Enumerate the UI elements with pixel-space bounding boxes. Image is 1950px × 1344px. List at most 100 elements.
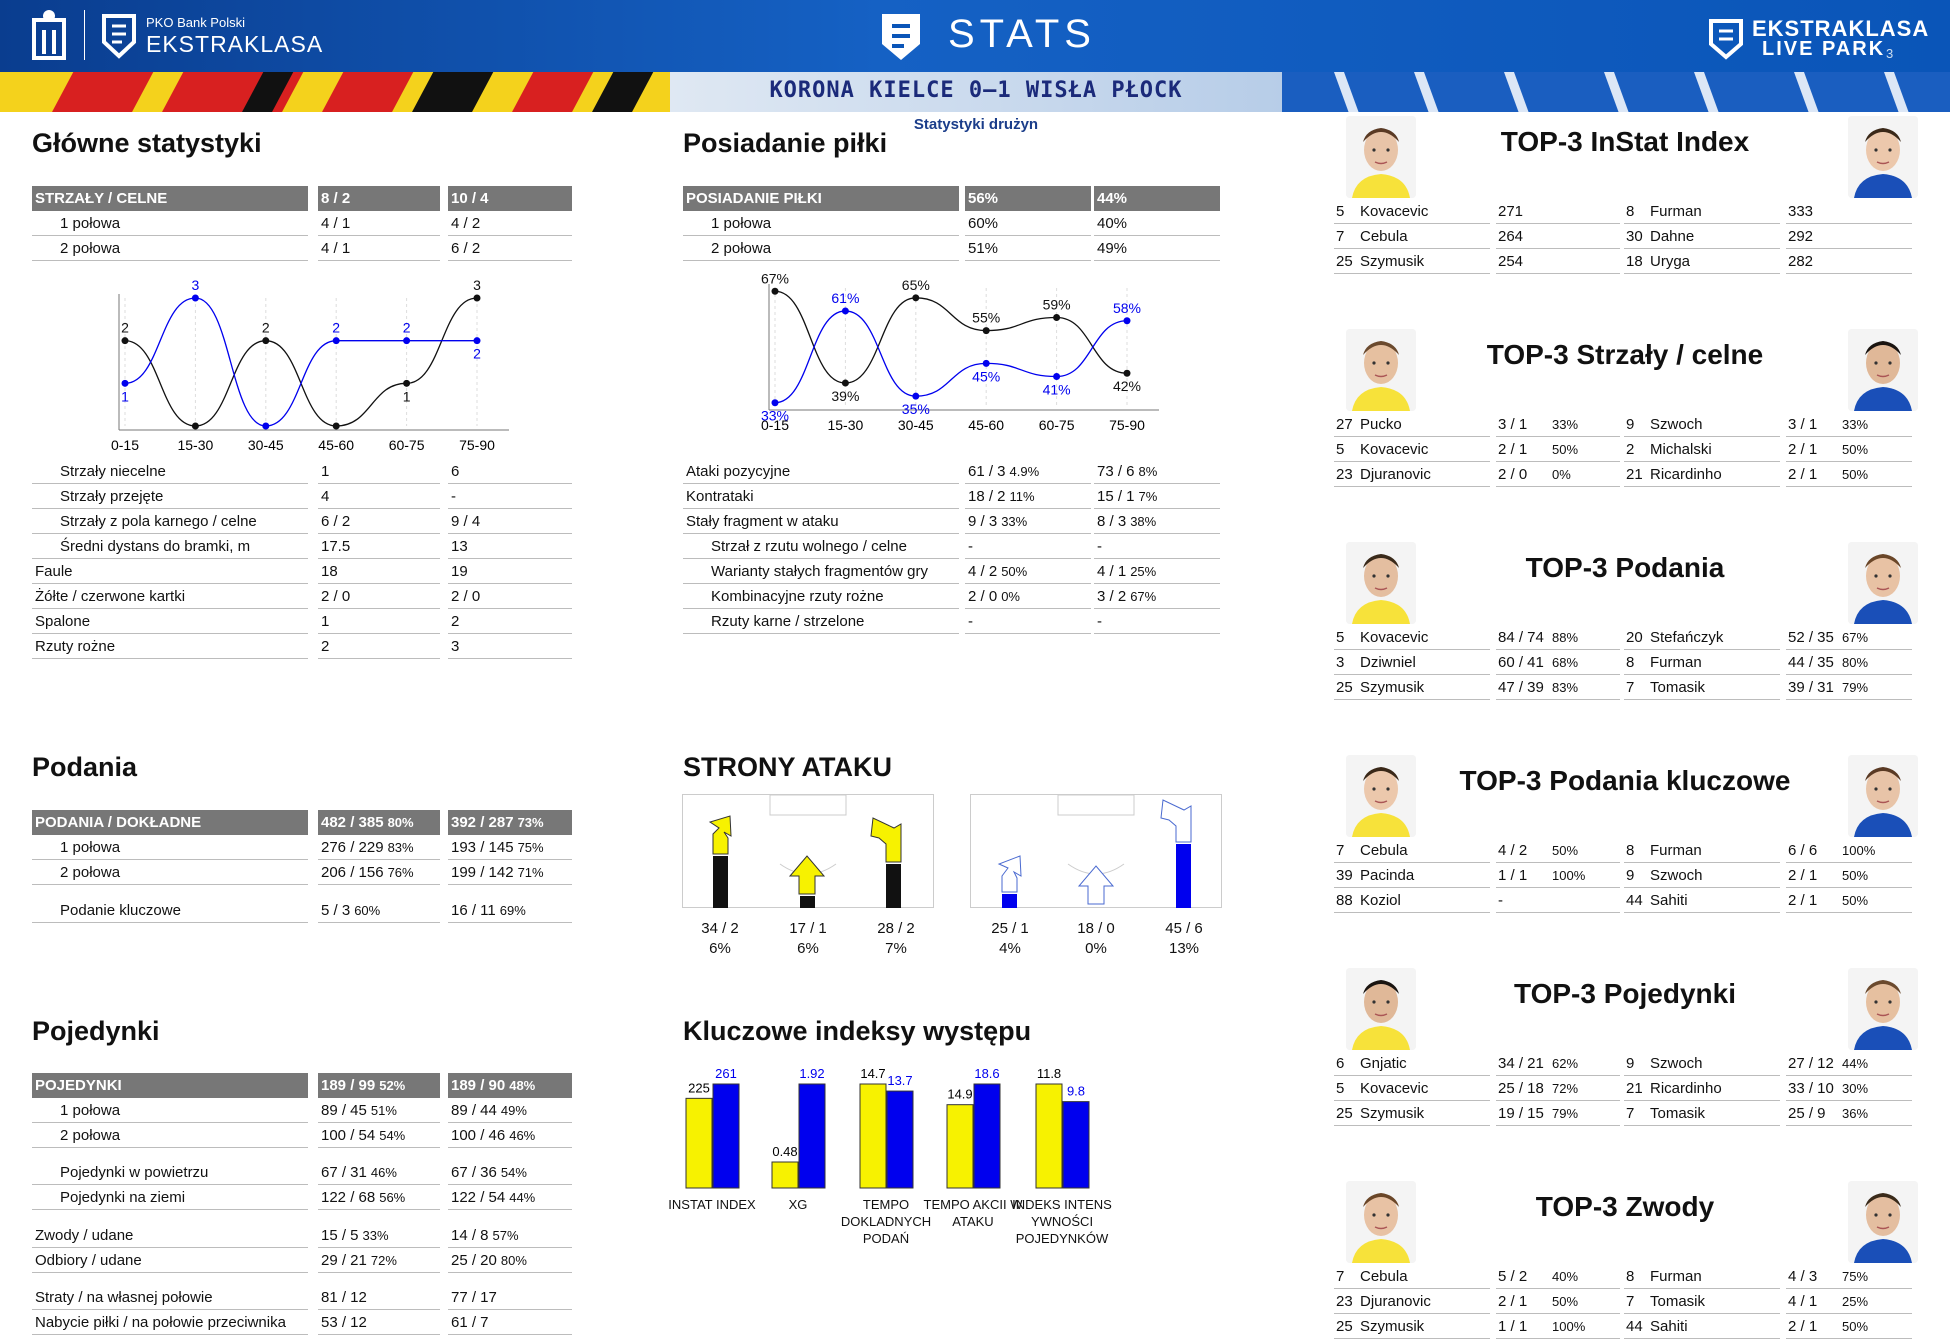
data-label: 65% bbox=[902, 277, 930, 293]
x-tick-label: 30-45 bbox=[248, 437, 284, 450]
stat-cell: Pojedynki w powietrzu bbox=[32, 1160, 308, 1185]
player-stat: 3 / 1 bbox=[1498, 416, 1528, 433]
right-sub: LIVE PARK bbox=[1762, 38, 1886, 60]
player-stat: 2 / 1 bbox=[1788, 466, 1818, 483]
stat-value: 189 / 90 bbox=[451, 1077, 506, 1094]
player-stat: 27 / 12 bbox=[1788, 1055, 1834, 1072]
data-label: 41% bbox=[1043, 382, 1071, 398]
stat-cell: Kombinacyjne rzuty rożne bbox=[683, 584, 959, 609]
data-label: 2 bbox=[121, 320, 129, 336]
stat-value: 122 / 54 bbox=[451, 1189, 506, 1206]
stat-value: 67 / 31 bbox=[321, 1164, 367, 1181]
top-player-cell: 8 Furman bbox=[1624, 651, 1780, 675]
home-bar-label: 14.9 bbox=[947, 1087, 972, 1102]
top-player-row: 5 Kovacevic 2 / 1 50% 2 Michalski 2 / 1 50% bbox=[1334, 438, 1914, 463]
player-stat-percent: 67% bbox=[1842, 630, 1869, 645]
player-stat-percent: 50% bbox=[1552, 843, 1579, 858]
series-point bbox=[473, 294, 481, 302]
top-player-cell: 7 Cebula bbox=[1334, 839, 1490, 863]
duels-title: Pojedynki bbox=[32, 1016, 160, 1046]
player-name: Cebula bbox=[1360, 1268, 1408, 1285]
home-bar bbox=[771, 1161, 799, 1189]
stat-cell: - bbox=[1094, 609, 1220, 634]
top-player-cell: 3 / 1 33% bbox=[1496, 413, 1620, 437]
player-number: 9 bbox=[1626, 1055, 1635, 1072]
player-number: 25 bbox=[1336, 679, 1353, 696]
stat-percent: 48% bbox=[509, 1078, 536, 1093]
player-stat-percent: 0% bbox=[1552, 467, 1571, 482]
top-player-cell: 7 Cebula bbox=[1334, 1265, 1490, 1289]
data-label: 3 bbox=[192, 277, 200, 293]
top-player-cell: 25 Szymusik bbox=[1334, 1102, 1490, 1126]
top-player-row: 7 Cebula 264 30 Dahne 292 bbox=[1334, 225, 1914, 250]
player-name: Gnjatic bbox=[1360, 1055, 1407, 1072]
stat-cell: Nabycie piłki / na połowie przeciwnika bbox=[32, 1310, 308, 1335]
top-player-cell: 25 Szymusik bbox=[1334, 1315, 1490, 1339]
attack-percent: 0% bbox=[1085, 940, 1107, 957]
stat-value: 276 / 229 bbox=[321, 839, 384, 856]
player-name: Sahiti bbox=[1650, 892, 1688, 909]
series-point bbox=[1123, 317, 1131, 325]
stat-percent: 73% bbox=[517, 815, 544, 830]
stat-percent: 44% bbox=[509, 1190, 536, 1205]
player-number: 5 bbox=[1336, 203, 1345, 220]
player-stat: 47 / 39 bbox=[1498, 679, 1544, 696]
stat-value: 81 / 12 bbox=[321, 1289, 367, 1306]
stat-cell: 2 połowa bbox=[683, 236, 959, 261]
stat-value: 100 / 46 bbox=[451, 1127, 506, 1144]
pko-logo-icon bbox=[32, 10, 66, 60]
stat-cell: 4 / 1 bbox=[318, 236, 440, 261]
player-stat-percent: 40% bbox=[1552, 1269, 1579, 1284]
stat-cell: 16 / 11 69% bbox=[448, 898, 572, 923]
attack-value: 18 / 0 bbox=[1077, 920, 1115, 937]
stat-value: - bbox=[968, 613, 973, 630]
player-stat-percent: 80% bbox=[1842, 655, 1869, 670]
player-name: Dahne bbox=[1650, 228, 1695, 245]
home-bar bbox=[946, 1104, 974, 1189]
away-bar-label: 261 bbox=[715, 1066, 737, 1081]
stat-cell: 100 / 46 46% bbox=[448, 1123, 572, 1148]
player-number: 18 bbox=[1626, 253, 1643, 270]
stat-percent: 46% bbox=[509, 1128, 536, 1143]
stat-cell: 81 / 12 bbox=[318, 1285, 440, 1310]
stat-cell: Strzały niecelne bbox=[32, 459, 308, 484]
away-bar bbox=[886, 1090, 914, 1189]
stat-value: 25 / 20 bbox=[451, 1252, 497, 1269]
stat-cell: - bbox=[448, 484, 572, 509]
player-stat-percent: 50% bbox=[1842, 1319, 1869, 1334]
series-point bbox=[121, 379, 129, 387]
stat-cell: 6 / 2 bbox=[448, 236, 572, 261]
stat-percent: 4.9% bbox=[1009, 464, 1040, 479]
right-brand: EKSTRAKLASA bbox=[1752, 16, 1930, 41]
top-player-cell: 25 / 9 36% bbox=[1786, 1102, 1912, 1126]
stat-value: 3 / 2 bbox=[1097, 588, 1127, 605]
top-player-cell: 18 Uryga bbox=[1624, 250, 1780, 274]
stat-cell: 1 połowa bbox=[32, 211, 308, 236]
stat-cell: 1 bbox=[318, 609, 440, 634]
stat-cell: 67 / 36 54% bbox=[448, 1160, 572, 1185]
player-name: Tomasik bbox=[1650, 1105, 1706, 1122]
player-number: 8 bbox=[1626, 842, 1635, 859]
stat-percent: 71% bbox=[517, 865, 544, 880]
x-tick-label: 60-75 bbox=[1039, 417, 1075, 433]
player-number: 8 bbox=[1626, 654, 1635, 671]
player-stat-percent: 33% bbox=[1842, 417, 1869, 432]
player-stat: 84 / 74 bbox=[1498, 629, 1544, 646]
top-player-row: 7 Cebula 5 / 2 40% 8 Furman 4 / 3 75% bbox=[1334, 1265, 1914, 1290]
stat-cell: 10 / 4 bbox=[448, 186, 572, 211]
data-label: 67% bbox=[761, 270, 789, 286]
stat-value: 77 / 17 bbox=[451, 1289, 497, 1306]
top-player-cell: 19 / 15 79% bbox=[1496, 1102, 1620, 1126]
stat-cell: 2 połowa bbox=[32, 1123, 308, 1148]
top-player-row: 5 Kovacevic 271 8 Furman 333 bbox=[1334, 200, 1914, 225]
top-player-cell: 254 bbox=[1496, 250, 1620, 274]
top-player-cell: 23 Djuranovic bbox=[1334, 1290, 1490, 1314]
home-bar-label: 14.7 bbox=[860, 1066, 885, 1081]
stat-value: 61 / 7 bbox=[451, 1314, 489, 1331]
match-band bbox=[670, 72, 1282, 112]
data-label: 61% bbox=[831, 290, 859, 306]
attack-percent: 7% bbox=[885, 940, 907, 957]
player-stat-percent: 36% bbox=[1842, 1106, 1869, 1121]
player-stat-percent: 83% bbox=[1552, 680, 1579, 695]
